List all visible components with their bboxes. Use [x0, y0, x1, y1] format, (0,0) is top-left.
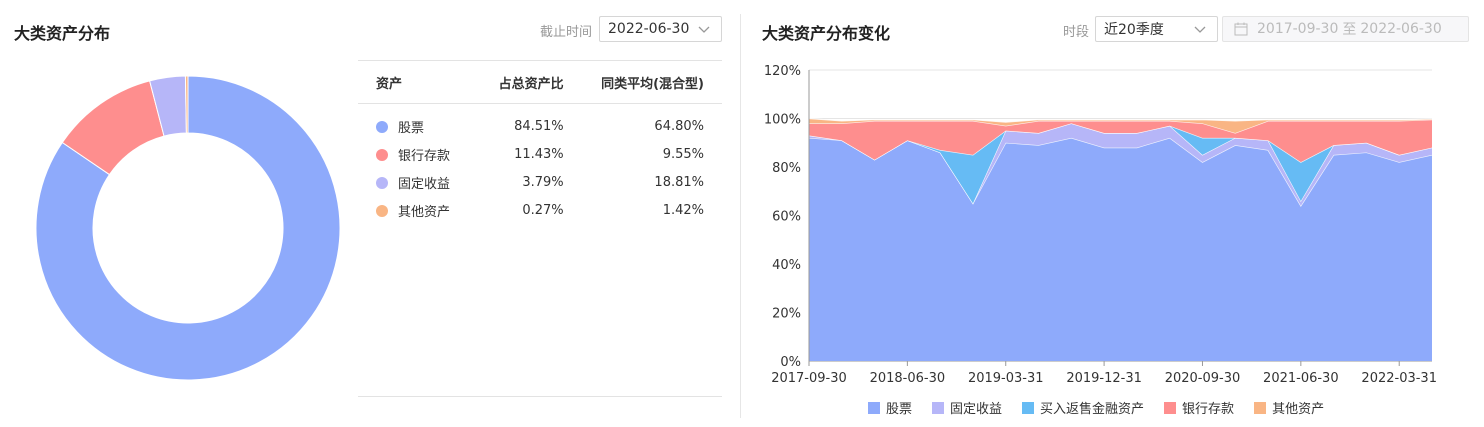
y-tick-label: 40% [772, 258, 801, 273]
x-tick-label: 2018-06-30 [870, 371, 946, 386]
legend-label: 股票 [886, 402, 913, 417]
y-tick-label: 120% [764, 64, 801, 79]
table-row: 股票 84.51% 64.80% [358, 104, 722, 141]
area-chart: 0% 20% 40% 60% 80% 100% 120% 2017-09-30 2018-06-… [764, 64, 1437, 386]
table-row: 银行存款 11.43% 9.55% [358, 140, 722, 168]
y-tick-label: 60% [772, 210, 801, 225]
legend-swatch [932, 401, 945, 414]
col-asset: 资产 [358, 60, 479, 104]
range-separator: 至 [1342, 22, 1357, 38]
legend-label: 其他资产 [1272, 402, 1325, 417]
table-bottom-divider [358, 396, 722, 397]
asset-table: 资产 占总资产比 同类平均(混合型) 股票 84.51% 64.80% 银行存款… [358, 60, 722, 224]
asset-name-cell: 股票 [358, 104, 479, 141]
legend-label: 银行存款 [1182, 402, 1235, 417]
date-range-picker[interactable]: 2017-09-30 至 2022-06-30 [1222, 16, 1469, 42]
table-row: 其他资产 0.27% 1.42% [358, 196, 722, 224]
period-label: 时段 [1063, 25, 1090, 40]
legend-swatch [868, 401, 880, 414]
x-tick-label: 2019-12-31 [1066, 371, 1142, 386]
area-series-银行存款 [809, 119, 1432, 163]
y-tick-label: 20% [772, 307, 801, 322]
x-tick-label: 2019-03-31 [968, 371, 1044, 386]
range-start: 2017-09-30 [1257, 21, 1339, 37]
ratio-cell: 84.51% [514, 118, 564, 134]
range-end: 2022-06-30 [1360, 21, 1442, 37]
legend-dot [376, 177, 388, 189]
panel-divider [740, 14, 741, 418]
col-ratio: 占总资产比 [478, 60, 564, 104]
y-tick-label: 0% [780, 355, 801, 370]
legend-item[interactable]: 股票 [868, 398, 912, 417]
asset-name: 其他资产 [398, 204, 451, 220]
asset-name-cell: 银行存款 [358, 140, 479, 168]
col-category-avg: 同类平均(混合型) [563, 60, 722, 104]
legend-swatch [1164, 401, 1177, 414]
x-tick-label: 2022-03-31 [1361, 371, 1437, 386]
table-header-row: 资产 占总资产比 同类平均(混合型) [358, 60, 722, 104]
ratio-cell: 11.43% [514, 146, 564, 162]
area-series-股票 [809, 137, 1432, 361]
legend-swatch [1022, 401, 1035, 414]
panel-title: 大类资产分布变化 [762, 24, 891, 43]
date-select-value: 2022-06-30 [608, 21, 690, 37]
y-tick-label: 80% [772, 161, 801, 176]
avg-cell: 1.42% [662, 202, 704, 218]
legend-label: 买入返售金融资产 [1040, 402, 1145, 417]
x-tick-label: 2021-06-30 [1263, 371, 1339, 386]
legend-dot [376, 149, 388, 161]
date-label: 截止时间 [540, 25, 593, 40]
legend-label: 固定收益 [950, 402, 1003, 417]
area-series-买入返售金融资产 [809, 123, 1432, 204]
legend-swatch [1254, 401, 1267, 414]
period-select[interactable]: 近20季度 [1095, 16, 1218, 42]
chevron-down-icon [1194, 26, 1206, 33]
y-tick-label: 100% [764, 113, 801, 128]
panel-title: 大类资产分布 [14, 24, 111, 43]
ratio-cell: 0.27% [522, 202, 564, 218]
legend-item[interactable]: 买入返售金融资产 [1022, 398, 1144, 417]
asset-distribution-panel: 大类资产分布 截止时间 2022-06-30 资产 占总资产比 同类平均(混合型… [0, 0, 740, 427]
avg-cell: 18.81% [654, 174, 704, 190]
legend-dot [376, 121, 388, 133]
donut-slice-其他资产 [184, 75, 189, 134]
asset-name-cell: 其他资产 [358, 196, 479, 224]
calendar-icon [1234, 22, 1248, 36]
table-row: 固定收益 3.79% 18.81% [358, 168, 722, 196]
avg-cell: 9.55% [662, 146, 704, 162]
asset-name: 固定收益 [398, 176, 451, 192]
series-boundary-line [809, 119, 1433, 134]
chart-legend: 股票 固定收益 买入返售金融资产 银行存款 其他资产 [868, 398, 1344, 417]
series-boundary-line [808, 117, 1433, 123]
date-select[interactable]: 2022-06-30 [599, 16, 722, 42]
donut-slice-股票 [35, 75, 341, 381]
area-series-固定收益 [809, 123, 1432, 206]
period-select-value: 近20季度 [1104, 22, 1164, 38]
chevron-down-icon [698, 26, 710, 33]
donut-chart [35, 75, 341, 381]
legend-item[interactable]: 其他资产 [1254, 398, 1324, 417]
legend-dot [376, 205, 388, 217]
legend-item[interactable]: 固定收益 [932, 398, 1002, 417]
x-tick-label: 2017-09-30 [771, 371, 847, 386]
asset-name-cell: 固定收益 [358, 168, 479, 196]
asset-name: 股票 [398, 120, 425, 136]
x-tick-label: 2020-09-30 [1165, 371, 1241, 386]
ratio-cell: 3.79% [522, 174, 564, 190]
avg-cell: 64.80% [654, 118, 704, 134]
asset-name: 银行存款 [398, 148, 451, 164]
legend-item[interactable]: 银行存款 [1164, 398, 1234, 417]
